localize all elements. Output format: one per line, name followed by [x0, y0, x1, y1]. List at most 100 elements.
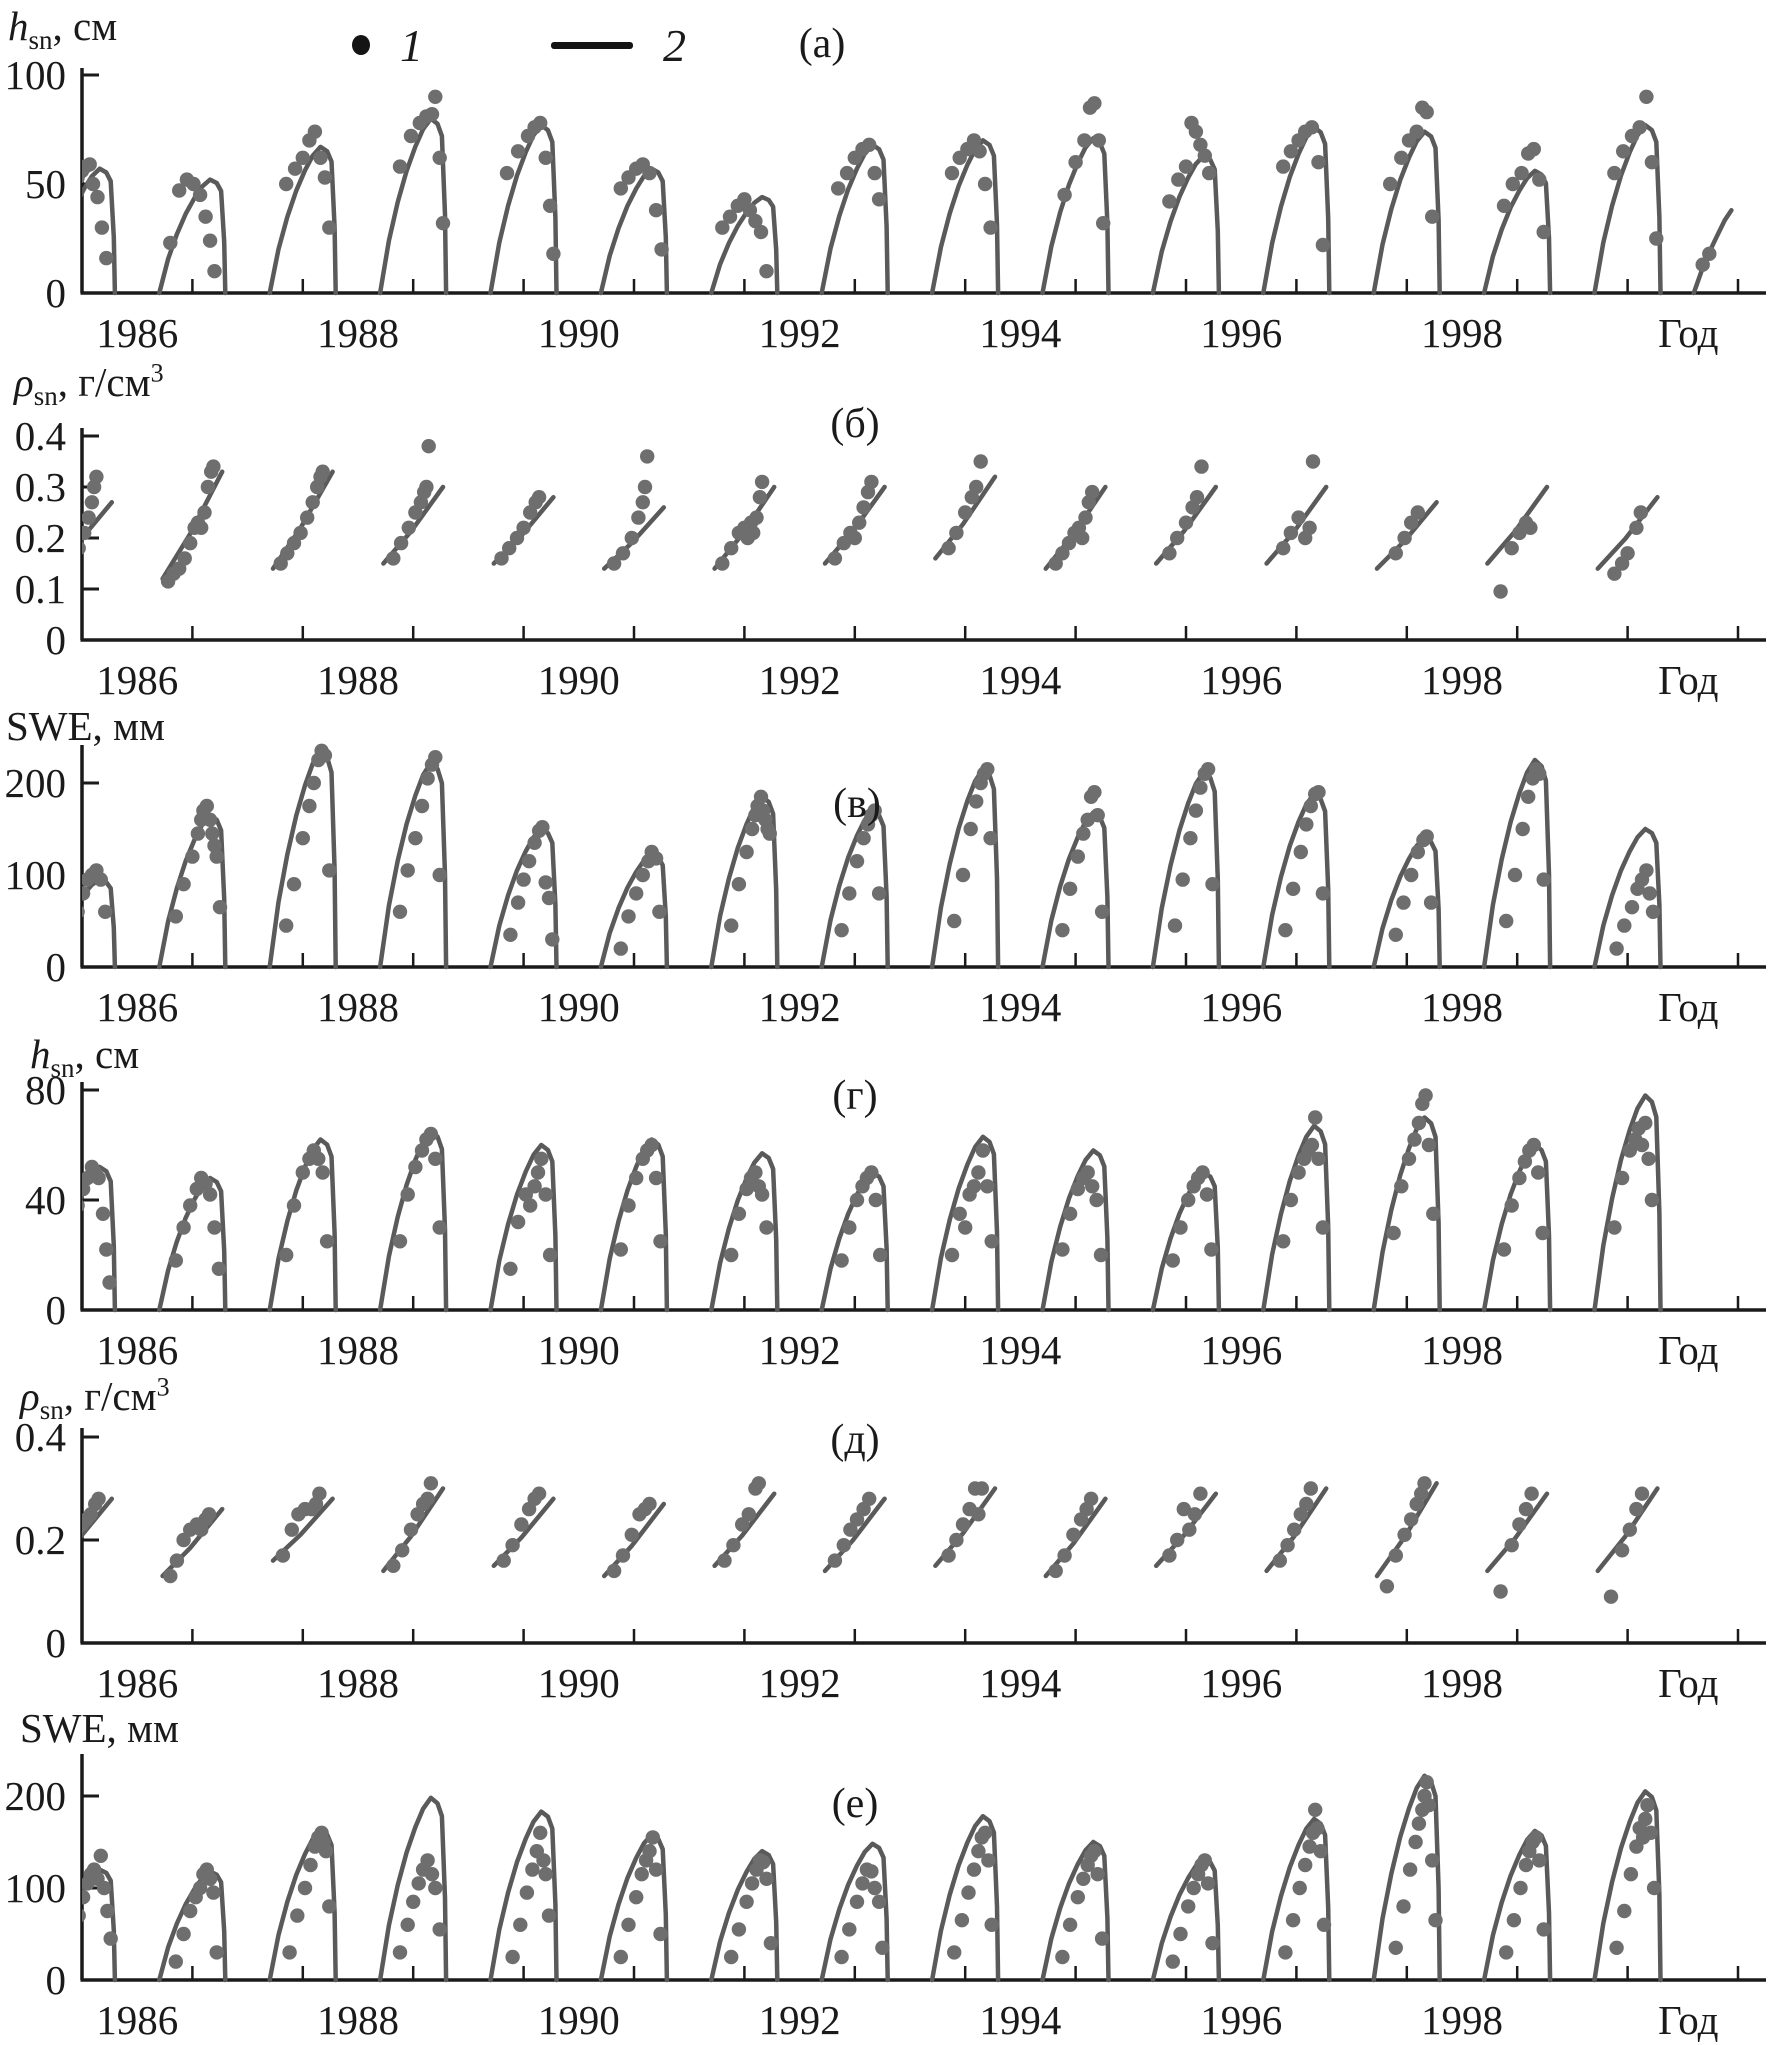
- x-tick-label: 1994: [979, 310, 1061, 356]
- y-symbol: h: [30, 1031, 51, 1077]
- x-tick-label: 1990: [538, 1660, 620, 1706]
- observation-dots-panel-g: [82, 1088, 1660, 1290]
- x-tick-label: 1986: [96, 310, 178, 356]
- x-tick-label: 1992: [759, 310, 841, 356]
- x-axis-end-label: Год: [1658, 1997, 1718, 2043]
- x-tick-label: 1996: [1200, 1327, 1282, 1373]
- y-axis-label-panel-d: ρsn, г/см3: [20, 1372, 170, 1426]
- y-unit: , г/см: [63, 1373, 157, 1419]
- x-tick-label: 1988: [317, 1660, 399, 1706]
- x-tick-label: 1986: [96, 1997, 178, 2043]
- y-symbol-subscript: sn: [33, 381, 58, 412]
- y-unit: , мм: [92, 703, 165, 749]
- y-unit-superscript: 3: [156, 1372, 170, 1402]
- x-tick-label: 1990: [538, 1997, 620, 2043]
- x-tick-label: 1998: [1421, 1997, 1503, 2043]
- x-tick-label: 1986: [96, 1660, 178, 1706]
- axes-panel-e: 200 100 0 1986 1988 1990 1992 1994 1996 1998 Год: [5, 1754, 1766, 2043]
- x-tick-label: 1994: [979, 1660, 1061, 1706]
- x-tick-label: 1992: [759, 1997, 841, 2043]
- panel-letter-e: (е): [831, 1781, 879, 1827]
- x-axis-end-label: Год: [1658, 984, 1718, 1030]
- axes-panel-g: 80 40 0 1986 1988 1990 1992 1994 1996 1998 Год: [25, 1067, 1766, 1373]
- y-symbol-subscript: sn: [50, 1053, 75, 1084]
- observation-dots-panel-a: [82, 89, 1717, 279]
- x-tick-label: 1986: [96, 984, 178, 1030]
- x-tick-label: 1998: [1421, 657, 1503, 703]
- y-axis-label-panel-b: ρsn, г/см3: [14, 358, 164, 412]
- x-tick-label: 1992: [759, 984, 841, 1030]
- y-tick-label: 0.1: [15, 566, 66, 612]
- x-tick-label: 1988: [317, 1327, 399, 1373]
- y-tick-label: 50: [25, 161, 66, 207]
- y-symbol-subscript: sn: [28, 25, 53, 56]
- y-unit: , г/см: [57, 359, 151, 405]
- x-tick-label: 1990: [538, 657, 620, 703]
- y-tick-label: 0.4: [15, 413, 66, 459]
- y-tick-label: 100: [5, 1865, 67, 1911]
- y-tick-label: 0: [46, 1620, 67, 1666]
- panel-letter-a: (а): [798, 21, 846, 67]
- x-axis-end-label: Год: [1658, 310, 1718, 356]
- y-tick-label: 0.3: [15, 464, 66, 510]
- legend-series-1-label: 1: [400, 19, 423, 71]
- y-symbol: h: [8, 3, 29, 49]
- x-tick-label: 1988: [317, 984, 399, 1030]
- x-tick-label: 1990: [538, 984, 620, 1030]
- y-symbol: SWE: [6, 703, 93, 749]
- y-axis-label-panel-v: SWE, мм: [6, 702, 165, 750]
- y-unit-superscript: 3: [150, 358, 164, 388]
- y-tick-label: 40: [25, 1177, 66, 1223]
- y-unit: , см: [52, 3, 118, 49]
- model-lines-panel-g: [82, 1093, 1663, 1313]
- panel-letter-b: (б): [830, 401, 880, 447]
- x-tick-label: 1994: [979, 984, 1061, 1030]
- y-tick-label: 100: [5, 52, 67, 98]
- y-tick-label: 0.4: [15, 1414, 66, 1460]
- y-symbol: ρ: [20, 1373, 40, 1419]
- axes-panel-a: 100 50 0 1986 1988 1990 1992 1994 1996 1998 Год: [5, 52, 1766, 356]
- x-axis-end-label: Год: [1658, 657, 1718, 703]
- x-tick-label: 1992: [759, 657, 841, 703]
- y-axis-label-panel-a: hsn, см: [8, 2, 117, 56]
- observation-dots-panel-d: [82, 1476, 1650, 1604]
- x-tick-label: 1992: [759, 1327, 841, 1373]
- model-lines-panel-a: [82, 116, 1734, 296]
- y-tick-label: 0.2: [15, 1517, 66, 1563]
- y-tick-label: 0: [46, 1957, 67, 2003]
- x-tick-label: 1998: [1421, 1660, 1503, 1706]
- x-tick-label: 1998: [1421, 984, 1503, 1030]
- x-tick-label: 1994: [979, 1997, 1061, 2043]
- x-tick-label: 1996: [1200, 1660, 1282, 1706]
- panel-letter-v: (в): [833, 781, 881, 827]
- panel-letter-d: (д): [830, 1417, 880, 1463]
- x-tick-label: 1998: [1421, 1327, 1503, 1373]
- x-tick-label: 1996: [1200, 310, 1282, 356]
- y-tick-label: 100: [5, 852, 67, 898]
- observation-dots-panel-b: [82, 439, 1649, 599]
- legend-series-2-label: 2: [663, 19, 686, 71]
- y-tick-label: 200: [5, 1773, 67, 1819]
- y-tick-label: 0.2: [15, 515, 66, 561]
- y-tick-label: 0: [46, 617, 67, 663]
- x-tick-label: 1986: [96, 657, 178, 703]
- x-tick-label: 1994: [979, 657, 1061, 703]
- x-axis-end-label: Год: [1658, 1660, 1718, 1706]
- x-tick-label: 1996: [1200, 984, 1282, 1030]
- y-tick-label: 0: [46, 1287, 67, 1333]
- y-axis-label-panel-g: hsn, см: [30, 1030, 139, 1084]
- x-tick-label: 1990: [538, 310, 620, 356]
- y-symbol: ρ: [14, 359, 34, 405]
- y-tick-label: 0: [46, 944, 67, 990]
- panel-letter-g: (г): [832, 1073, 878, 1119]
- legend-line-icon: [551, 41, 633, 49]
- x-tick-label: 1988: [317, 1997, 399, 2043]
- x-tick-label: 1992: [759, 1660, 841, 1706]
- observation-dots-panel-v: [82, 743, 1661, 956]
- y-tick-label: 200: [5, 760, 67, 806]
- y-unit: , см: [74, 1031, 140, 1077]
- axes-panel-d: 0.4 0.2 0 1986 1988 1990 1992 1994 1996 1998 Год: [15, 1414, 1766, 1706]
- y-tick-label: 0: [46, 270, 67, 316]
- x-tick-label: 1990: [538, 1327, 620, 1373]
